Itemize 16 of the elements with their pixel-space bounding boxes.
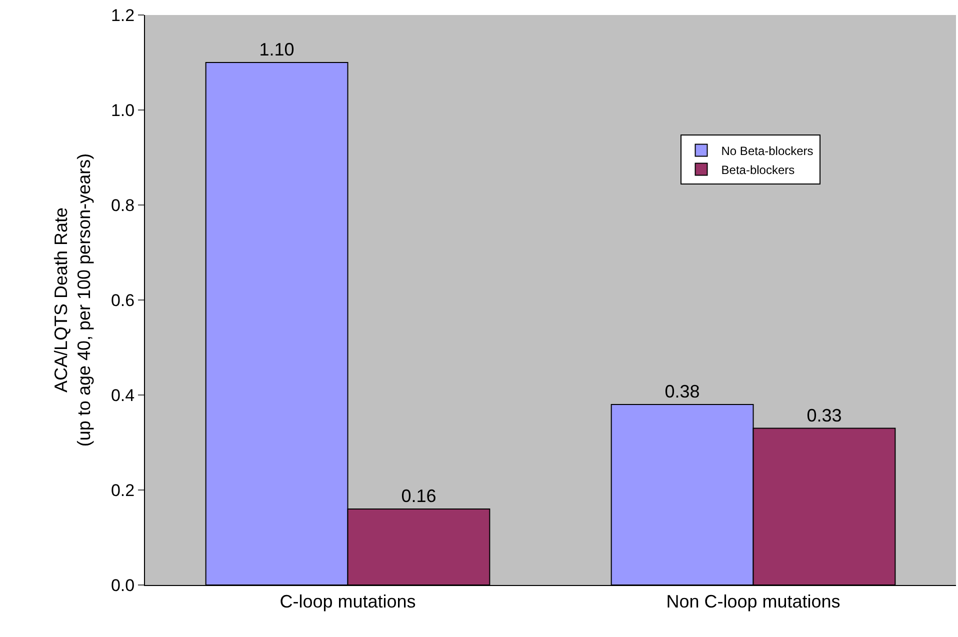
y-tick-label: 1.0 [110,100,135,120]
y-tick-label: 0.0 [110,576,135,595]
legend-label: Beta-blockers [721,162,795,177]
y-tick-label: 1.2 [110,6,135,25]
x-tick-label: C-loop mutations [280,592,416,612]
legend-label: No Beta-blockers [721,144,814,158]
y-tick-label: 0.2 [110,480,135,500]
x-tick-label: Non C-loop mutations [666,592,840,612]
data-label: 1.10 [259,40,294,60]
y-tick-label: 0.6 [110,290,135,310]
y-tick-label: 0.4 [110,386,135,405]
y-axis-title: ACA/LQTS Death Rate (up to age 40, per 100 person-years) [50,153,94,447]
data-label: 0.16 [401,486,436,506]
data-label: 0.33 [806,405,842,426]
data-label: 0.38 [664,382,700,402]
y-tick-label: 0.8 [110,196,135,215]
